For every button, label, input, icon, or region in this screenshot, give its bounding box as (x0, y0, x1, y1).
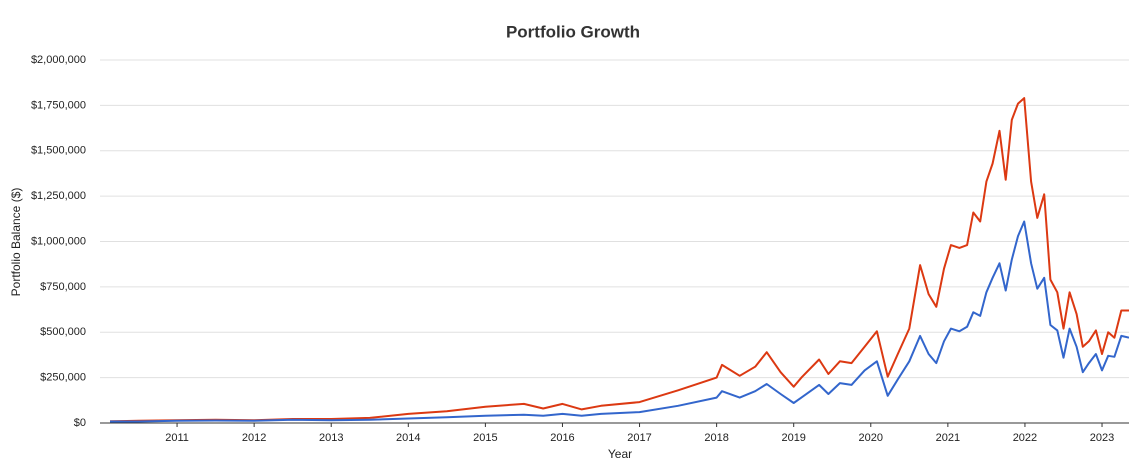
chart-title: Portfolio Growth (506, 22, 640, 41)
x-axis-title: Year (608, 447, 632, 461)
x-tick-label: 2015 (473, 432, 497, 444)
y-axis-title: Portfolio Balance ($) (9, 188, 23, 297)
x-tick-label: 2013 (319, 432, 343, 444)
y-tick-label: $0 (74, 417, 86, 429)
x-tick-label: 2018 (704, 432, 728, 444)
y-tick-label: $1,000,000 (31, 235, 86, 247)
series-line (110, 220, 1129, 423)
y-tick-label: $1,750,000 (31, 99, 86, 111)
x-tick-label: 2014 (396, 432, 420, 444)
x-tick-label: 2016 (550, 432, 574, 444)
y-tick-label: $1,500,000 (31, 145, 86, 157)
y-tick-label: $750,000 (40, 281, 86, 293)
series-line (109, 97, 1129, 423)
x-tick-label: 2021 (936, 432, 960, 444)
x-tick-label: 2011 (165, 432, 189, 444)
x-tick-label: 2020 (859, 432, 883, 444)
y-tick-label: $250,000 (40, 372, 86, 384)
x-tick-label: 2012 (242, 432, 266, 444)
y-tick-label: $500,000 (40, 326, 86, 338)
y-tick-label: $1,250,000 (31, 190, 86, 202)
x-tick-label: 2022 (1013, 432, 1037, 444)
x-tick-label: 2023 (1090, 432, 1114, 444)
y-tick-label: $2,000,000 (31, 54, 86, 66)
x-tick-label: 2019 (781, 432, 805, 444)
x-tick-label: 2017 (627, 432, 651, 444)
